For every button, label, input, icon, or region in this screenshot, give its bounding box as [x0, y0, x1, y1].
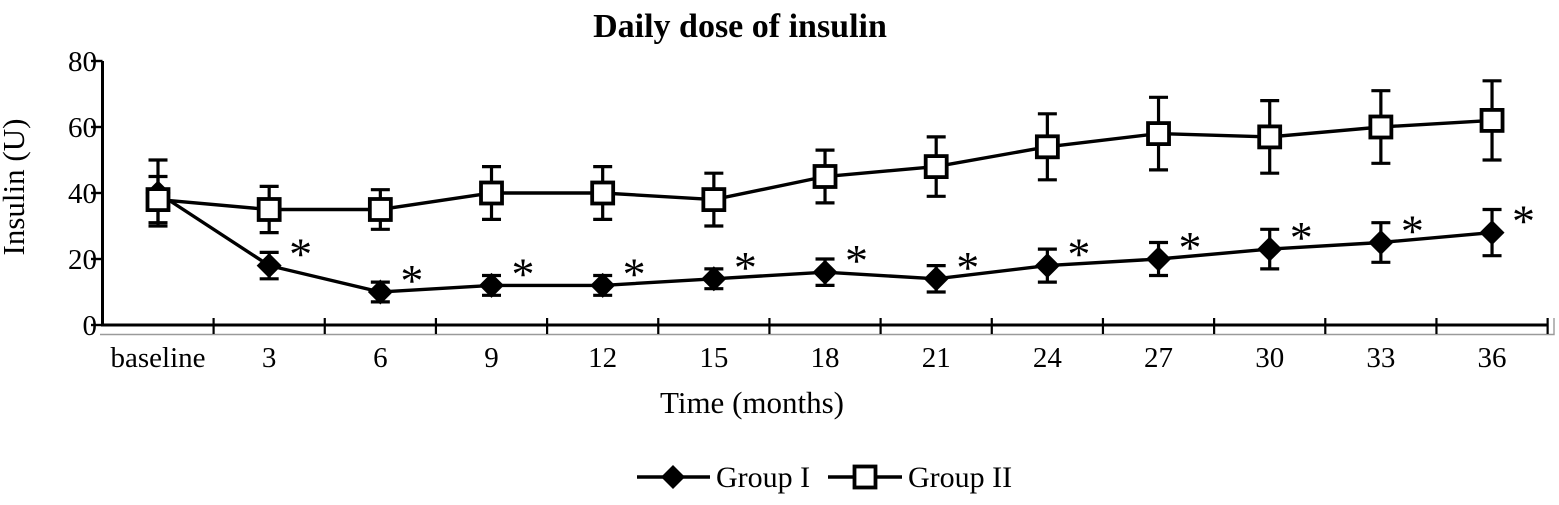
marker-diamond-group-i-3 [256, 253, 282, 279]
x-category-label: 18 [811, 342, 840, 374]
y-tick-label: 40 [68, 178, 97, 210]
significance-star-group-i-33: * [1401, 206, 1424, 257]
significance-star-group-i-21: * [956, 242, 979, 293]
chart-title: Daily dose of insulin [593, 8, 887, 45]
x-category-label: 27 [1144, 342, 1173, 374]
significance-star-group-i-30: * [1290, 212, 1313, 263]
significance-star-group-i-27: * [1179, 222, 1202, 273]
significance-star-group-i-6: * [400, 255, 423, 306]
x-category-label: 30 [1255, 342, 1284, 374]
marker-diamond-group-i-24 [1034, 253, 1060, 279]
marker-square-group-ii-9 [479, 180, 504, 206]
marker-square-group-ii-24 [1034, 134, 1060, 160]
marker-square-group-ii-12 [590, 180, 616, 206]
x-category-label: baseline [110, 342, 205, 374]
marker-square-group-ii-3 [256, 197, 282, 222]
y-tick-label: 60 [68, 112, 97, 144]
legend-label-group-i: Group I [716, 461, 810, 494]
significance-star-group-i-3: * [289, 229, 312, 280]
legend-item-group-ii: Group II [828, 461, 1012, 494]
marker-square-group-ii-36 [1479, 108, 1505, 133]
marker-diamond-group-i-30 [1257, 236, 1283, 262]
y-tick-label: 20 [68, 244, 97, 276]
x-category-label: 6 [373, 342, 388, 374]
legend-label-group-ii: Group II [908, 461, 1012, 494]
legend-item-group-i: Group I [637, 461, 810, 494]
x-category-label: 21 [922, 342, 951, 374]
legend-open-square-icon [852, 464, 878, 490]
marker-diamond-group-i-6 [367, 279, 393, 305]
x-category-label: 3 [262, 342, 277, 374]
marker-diamond-group-i-15 [701, 266, 727, 292]
marker-square-group-ii-21 [923, 154, 949, 180]
significance-star-group-i-18: * [845, 235, 868, 286]
marker-diamond-group-i-27 [1146, 246, 1172, 272]
x-category-label: 9 [484, 342, 499, 374]
marker-square-group-ii-27 [1146, 121, 1171, 146]
significance-star-group-i-9: * [512, 248, 535, 299]
significance-star-group-i-24: * [1067, 229, 1090, 280]
x-category-label: 36 [1478, 342, 1507, 374]
y-axis-label: Insulin (U) [0, 119, 31, 256]
significance-star-group-i-36: * [1512, 196, 1535, 247]
marker-square-group-ii-18 [812, 164, 838, 189]
x-category-label: 12 [588, 342, 617, 374]
marker-square-group-ii-33 [1368, 114, 1394, 140]
significance-star-group-i-15: * [734, 242, 757, 293]
marker-square-group-ii-15 [701, 187, 727, 213]
x-category-label: 15 [699, 342, 728, 374]
marker-diamond-group-i-36 [1479, 220, 1505, 246]
y-tick-label: 80 [68, 46, 97, 78]
axis-shadow-line [100, 318, 1555, 336]
legend: Group I Group II [637, 461, 1012, 494]
x-category-label: 33 [1366, 342, 1395, 374]
marker-diamond-group-i-33 [1368, 230, 1394, 255]
marker-square-group-ii-baseline [145, 187, 171, 213]
x-category-label: 24 [1033, 342, 1063, 374]
marker-diamond-group-i-21 [923, 266, 949, 292]
y-tick-label: 0 [83, 310, 98, 342]
marker-diamond-group-i-12 [590, 272, 616, 298]
marker-diamond-group-i-18 [812, 259, 838, 285]
marker-square-group-ii-30 [1257, 124, 1283, 150]
significance-star-group-i-12: * [623, 248, 646, 299]
legend-filled-diamond-icon [661, 465, 685, 489]
marker-square-group-ii-6 [367, 197, 393, 222]
x-axis-label: Time (months) [660, 385, 844, 420]
marker-diamond-group-i-9 [479, 272, 505, 298]
